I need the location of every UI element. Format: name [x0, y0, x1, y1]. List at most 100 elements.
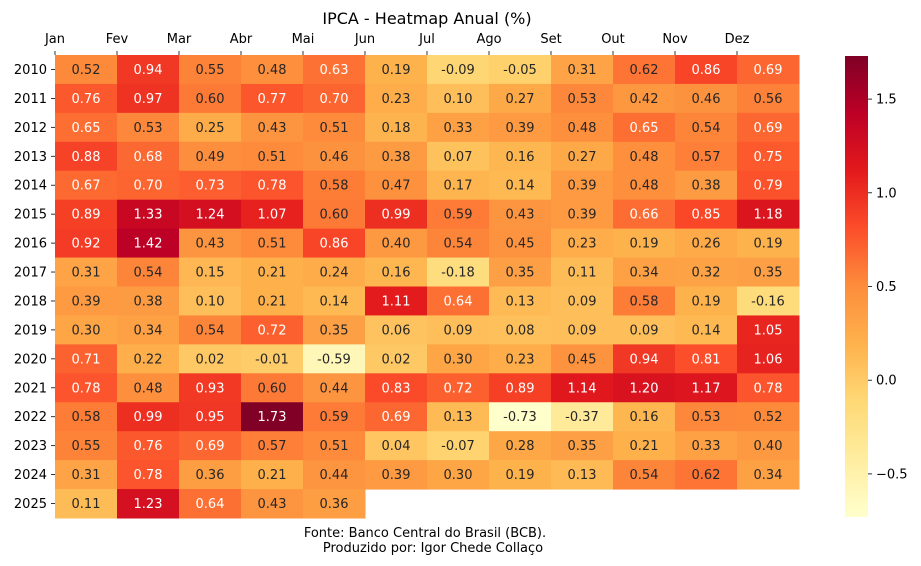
cell-value-label: 0.48	[258, 63, 287, 78]
heatmap-cell	[179, 199, 242, 230]
heatmap-cell	[737, 373, 800, 403]
heatmap-cell	[179, 228, 242, 259]
y-tick-label: 2021	[14, 381, 47, 396]
heatmap-cell	[737, 199, 800, 230]
heatmap-cell	[551, 460, 614, 490]
cell-value-label: 0.16	[630, 410, 659, 425]
heatmap-cell	[179, 257, 242, 287]
heatmap-cell	[179, 402, 242, 432]
cell-value-label: 0.78	[72, 381, 101, 396]
heatmap-cell	[489, 460, 552, 490]
heatmap-cell	[489, 112, 552, 143]
x-tick-label: Jun	[354, 32, 375, 47]
cell-value-label: 0.51	[320, 439, 349, 454]
cell-value-label: 0.70	[320, 92, 349, 107]
heatmap-cell	[737, 460, 800, 490]
x-tick-label: Set	[540, 32, 561, 47]
cell-value-label: 0.43	[258, 121, 287, 136]
cell-value-label: 0.30	[72, 323, 101, 338]
heatmap-cell	[737, 315, 800, 345]
heatmap-cell	[489, 83, 552, 114]
cell-value-label: 0.09	[568, 323, 597, 338]
heatmap-cell	[179, 55, 242, 85]
cell-value-label: 0.57	[692, 150, 721, 165]
heatmap-cell	[737, 112, 800, 143]
heatmap-cell	[551, 199, 614, 230]
colorbar-tick-label: 1.0	[876, 186, 897, 201]
heatmap-cell	[55, 199, 118, 230]
heatmap-cell	[55, 55, 118, 85]
cell-value-label: 0.54	[444, 237, 473, 252]
heatmap-cell	[489, 402, 552, 432]
cell-value-label: 0.21	[630, 439, 659, 454]
cell-value-label: 0.94	[630, 352, 659, 367]
heatmap-cell	[55, 489, 118, 519]
y-tick-label: 2019	[14, 323, 47, 338]
heatmap-cell	[55, 402, 118, 432]
cell-value-label: 0.97	[134, 92, 163, 107]
heatmap-cell	[179, 460, 242, 490]
heatmap-cell	[489, 344, 552, 374]
cell-value-label: 0.65	[630, 121, 659, 136]
heatmap-cell	[737, 170, 800, 201]
heatmap-cell	[365, 431, 428, 461]
heatmap-cell	[241, 170, 304, 201]
heatmap-cell	[427, 460, 490, 490]
cell-value-label: 0.09	[568, 294, 597, 309]
cell-value-label: 0.53	[692, 410, 721, 425]
heatmap-cell	[303, 344, 366, 374]
cell-value-label: -0.37	[565, 410, 599, 425]
heatmap-cell	[55, 431, 118, 461]
heatmap-cell	[613, 431, 676, 461]
cell-value-label: 0.78	[134, 468, 163, 483]
x-tick-label: Fev	[106, 32, 129, 47]
cell-value-label: 0.35	[754, 266, 783, 281]
cell-value-label: 1.33	[134, 208, 163, 223]
cell-value-label: 0.11	[568, 266, 597, 281]
cell-value-label: 0.24	[320, 266, 349, 281]
heatmap-cell	[613, 402, 676, 432]
heatmap-cell	[55, 141, 118, 172]
heatmap-cell	[303, 460, 366, 490]
cell-value-label: 0.31	[72, 266, 101, 281]
cell-value-label: 0.34	[134, 323, 163, 338]
cell-value-label: 0.94	[134, 63, 163, 78]
x-tick-label: Mar	[167, 32, 192, 47]
cell-value-label: 0.89	[72, 208, 101, 223]
cell-value-label: 0.69	[754, 63, 783, 78]
cell-value-label: 0.77	[258, 92, 287, 107]
cell-value-label: 0.43	[506, 208, 535, 223]
cell-value-label: 0.11	[72, 497, 101, 512]
chart-title: IPCA - Heatmap Anual (%)	[322, 9, 531, 28]
heatmap-cell	[551, 141, 614, 172]
heatmap-cell	[241, 460, 304, 490]
cell-value-label: 0.75	[754, 150, 783, 165]
heatmap-cell	[613, 112, 676, 143]
heatmap-cell	[427, 141, 490, 172]
cell-value-label: 1.14	[568, 381, 597, 396]
cell-value-label: 0.45	[568, 352, 597, 367]
cell-value-label: 0.38	[692, 179, 721, 194]
cell-value-label: 0.48	[630, 150, 659, 165]
caption-source: Fonte: Banco Central do Brasil (BCB).	[303, 526, 547, 541]
cell-value-label: 1.24	[196, 208, 225, 223]
cell-value-label: 0.13	[444, 410, 473, 425]
heatmap-cell	[675, 228, 738, 259]
heatmap-cell	[675, 402, 738, 432]
cell-value-label: 1.18	[754, 208, 783, 223]
y-tick-label: 2018	[14, 294, 47, 309]
heatmap-cell	[675, 141, 738, 172]
heatmap-cell	[55, 112, 118, 143]
cell-value-label: 0.66	[630, 208, 659, 223]
heatmap-cell	[241, 228, 304, 259]
cell-value-label: 0.02	[196, 352, 225, 367]
heatmap-cell	[613, 460, 676, 490]
heatmap-cell	[55, 286, 118, 316]
y-tick-label: 2010	[14, 63, 47, 78]
cell-value-label: 0.38	[382, 150, 411, 165]
colorbar-tick-label: −0.5	[876, 467, 908, 482]
heatmap-cell	[241, 373, 304, 403]
heatmap-cells: 0.52 0.94 0.55 0.48 0.63 0.19 -0.09 -0.05 0.31 0.…	[55, 55, 800, 519]
cell-value-label: 0.56	[754, 92, 783, 107]
heatmap-cell	[117, 373, 180, 403]
